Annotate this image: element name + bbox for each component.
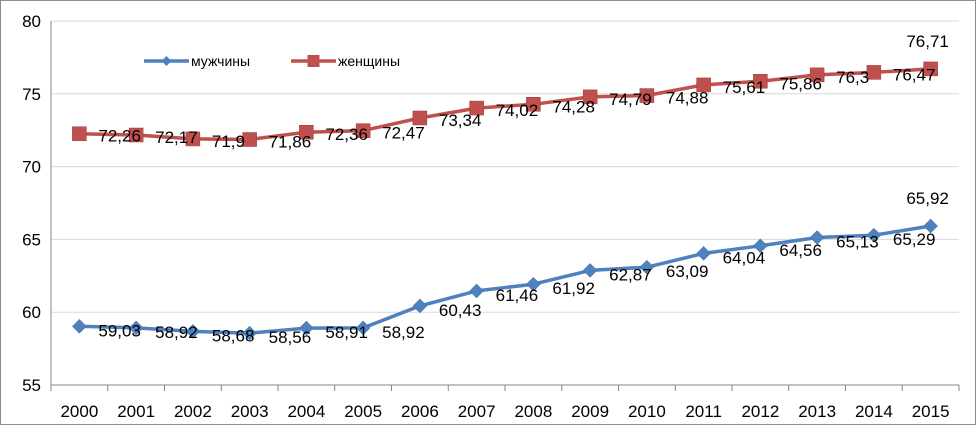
data-label: 75,61 [723,78,766,97]
data-point [809,67,825,83]
data-point [753,74,768,89]
x-tick-label: 2012 [741,402,779,421]
data-label: 64,04 [723,248,766,267]
x-tick-label: 2000 [60,402,98,421]
data-point [639,88,655,103]
data-label: 71,9 [212,132,245,151]
data-point [753,238,768,254]
data-label: 72,47 [382,124,425,143]
x-tick-label: 2005 [344,402,382,421]
data-point [526,97,541,112]
data-point [866,227,882,243]
data-labels: 59,03 58,92 58,68 58,56 58,91 58,92 60,43 61,46… [98,32,949,347]
data-point [72,318,87,334]
data-point [412,110,428,126]
data-point [469,100,484,116]
y-tick-label: 65 [22,230,41,249]
y-tick-label: 55 [22,376,41,395]
data-label: 64,56 [779,241,822,260]
data-point [185,324,201,339]
data-point [128,127,144,143]
data-point [299,320,314,336]
data-label: 61,46 [496,286,539,305]
data-point [809,230,825,245]
data-point [469,283,484,299]
y-tick-label: 60 [22,303,41,322]
data-label: 74,88 [666,89,709,108]
x-tick-label: 2015 [912,402,950,421]
data-label: 58,68 [212,326,255,345]
data-point [639,259,655,275]
axes: 55 60 65 70 75 80 2000 2001 2002 2003 2004 2005 2006… [22,12,960,421]
data-label: 72,36 [325,125,368,144]
legend: мужчины женщины [144,53,400,69]
y-tick-label: 70 [22,158,41,177]
data-point [866,65,882,80]
data-point [526,276,541,292]
data-point [299,124,314,140]
data-label: 71,86 [269,133,312,152]
x-tick-label: 2004 [287,402,325,421]
x-tick-label: 2013 [798,402,836,421]
data-point [128,320,144,336]
data-label: 72,26 [98,127,141,146]
x-tick-label: 2011 [685,402,722,421]
legend-marker [307,55,320,67]
data-label: 63,09 [666,262,709,281]
data-label: 58,92 [382,323,425,342]
data-point [242,325,257,341]
data-label: 58,92 [155,323,198,342]
data-point [582,263,598,278]
data-point [696,246,711,261]
data-point [355,123,371,138]
data-label: 58,56 [269,328,312,347]
data-point [923,218,938,234]
data-label: 72,17 [155,128,198,147]
x-tick-label: 2001 [117,402,155,421]
x-tick-label: 2002 [174,402,212,421]
x-tick-label: 2009 [571,402,609,421]
y-tick-label: 80 [22,12,41,31]
data-label: 65,29 [893,230,936,249]
data-label: 76,47 [893,65,936,84]
data-label: 65,13 [836,233,879,252]
data-point [923,61,938,77]
x-tick-label: 2006 [401,402,439,421]
data-point [412,298,428,314]
series-line-women [79,67,931,142]
series-line-men [79,224,931,335]
data-label: 76,3 [836,68,869,87]
y-tick-label: 75 [22,85,41,104]
data-point [582,89,598,105]
x-tick-label: 2008 [514,402,552,421]
data-point [696,77,711,93]
data-label: 76,71 [906,32,949,51]
data-point [242,132,257,147]
legend-label: мужчины [191,53,250,69]
data-label: 65,92 [906,189,949,208]
data-point [72,126,87,141]
data-label: 60,43 [439,301,482,320]
x-tick-label: 2010 [628,402,666,421]
data-point [355,320,371,336]
x-tick-label: 2007 [458,402,496,421]
data-label: 62,87 [609,265,652,284]
x-tick-label: 2014 [855,402,893,421]
data-label: 74,28 [552,97,595,116]
data-point [185,131,201,147]
data-label: 61,92 [552,279,595,298]
data-label: 73,34 [439,111,482,130]
data-label: 75,86 [779,74,822,93]
legend-marker [161,56,172,66]
x-tick-label: 2003 [231,402,269,421]
data-label: 74,02 [496,101,539,120]
data-label: 59,03 [98,321,141,340]
data-label: 58,91 [325,323,368,342]
legend-label: женщины [338,53,400,69]
data-label: 74,79 [609,90,652,109]
series-layer [72,61,938,341]
